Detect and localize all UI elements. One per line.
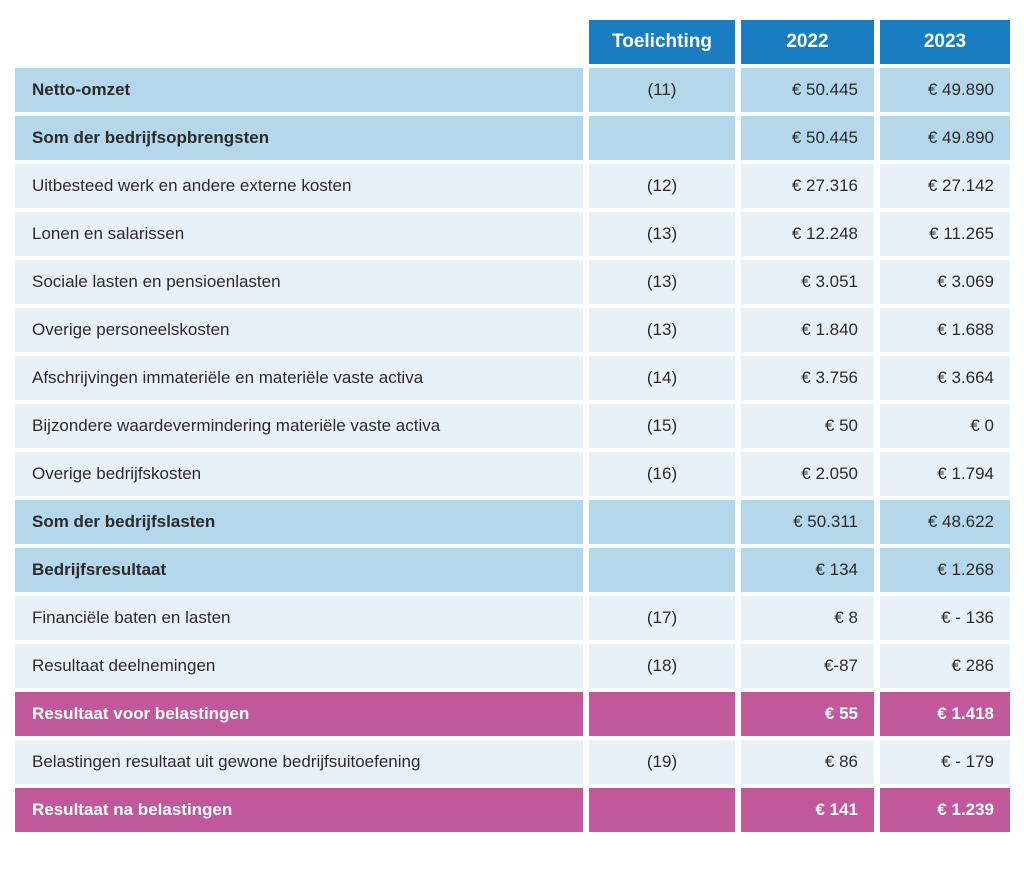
toelichting-cell xyxy=(589,500,735,544)
toelichting-cell: (13) xyxy=(589,260,735,304)
value-2022-cell: € 8 xyxy=(741,596,874,640)
value-2023-cell: € 49.890 xyxy=(880,116,1010,160)
row-label: Afschrijvingen immateriële en materiële … xyxy=(15,356,583,400)
value-2023-cell: € 48.622 xyxy=(880,500,1010,544)
row-label: Som der bedrijfsopbrengsten xyxy=(15,116,583,160)
value-2022-cell: € 50.445 xyxy=(741,68,874,112)
toelichting-cell: (15) xyxy=(589,404,735,448)
header-spacer-cell xyxy=(15,20,583,64)
row-label: Bijzondere waardevermindering materiële … xyxy=(15,404,583,448)
toelichting-cell: (13) xyxy=(589,212,735,256)
value-2023-cell: € 1.268 xyxy=(880,548,1010,592)
value-2022-cell: € 1.840 xyxy=(741,308,874,352)
profit-loss-table: Toelichting 2022 2023 Netto-omzet (11) € 5… xyxy=(15,20,1010,832)
column-header-2023: 2023 xyxy=(880,20,1010,64)
row-label: Lonen en salarissen xyxy=(15,212,583,256)
value-2023-cell: € 49.890 xyxy=(880,68,1010,112)
toelichting-cell: (18) xyxy=(589,644,735,688)
value-2022-cell: € 27.316 xyxy=(741,164,874,208)
row-label: Financiële baten en lasten xyxy=(15,596,583,640)
row-label: Bedrijfsresultaat xyxy=(15,548,583,592)
value-2023-cell: € 0 xyxy=(880,404,1010,448)
value-2022-cell: € 141 xyxy=(741,788,874,832)
row-label: Som der bedrijfslasten xyxy=(15,500,583,544)
toelichting-cell: (19) xyxy=(589,740,735,784)
value-2022-cell: € 50 xyxy=(741,404,874,448)
toelichting-cell xyxy=(589,788,735,832)
value-2023-cell: € - 179 xyxy=(880,740,1010,784)
value-2022-cell: € 12.248 xyxy=(741,212,874,256)
value-2023-cell: € 3.664 xyxy=(880,356,1010,400)
row-label: Overige personeelskosten xyxy=(15,308,583,352)
column-header-2022: 2022 xyxy=(741,20,874,64)
row-label: Belastingen resultaat uit gewone bedrijf… xyxy=(15,740,583,784)
row-label: Sociale lasten en pensioenlasten xyxy=(15,260,583,304)
row-label: Resultaat voor belastingen xyxy=(15,692,583,736)
toelichting-cell: (12) xyxy=(589,164,735,208)
toelichting-cell: (14) xyxy=(589,356,735,400)
row-label: Uitbesteed werk en andere externe kosten xyxy=(15,164,583,208)
value-2022-cell: € 50.445 xyxy=(741,116,874,160)
value-2022-cell: € 86 xyxy=(741,740,874,784)
toelichting-cell: (13) xyxy=(589,308,735,352)
value-2022-cell: € 50.311 xyxy=(741,500,874,544)
row-label: Resultaat deelnemingen xyxy=(15,644,583,688)
value-2023-cell: € 27.142 xyxy=(880,164,1010,208)
toelichting-cell: (16) xyxy=(589,452,735,496)
value-2023-cell: € 1.418 xyxy=(880,692,1010,736)
value-2023-cell: € 286 xyxy=(880,644,1010,688)
toelichting-cell xyxy=(589,548,735,592)
value-2023-cell: € 11.265 xyxy=(880,212,1010,256)
value-2022-cell: € 3.756 xyxy=(741,356,874,400)
value-2023-cell: € 1.794 xyxy=(880,452,1010,496)
value-2022-cell: € 134 xyxy=(741,548,874,592)
value-2022-cell: € 3.051 xyxy=(741,260,874,304)
row-label: Netto-omzet xyxy=(15,68,583,112)
toelichting-cell: (11) xyxy=(589,68,735,112)
column-header-toelichting: Toelichting xyxy=(589,20,735,64)
value-2022-cell: € 55 xyxy=(741,692,874,736)
value-2022-cell: €-87 xyxy=(741,644,874,688)
value-2023-cell: € 3.069 xyxy=(880,260,1010,304)
row-label: Resultaat na belastingen xyxy=(15,788,583,832)
toelichting-cell: (17) xyxy=(589,596,735,640)
value-2022-cell: € 2.050 xyxy=(741,452,874,496)
toelichting-cell xyxy=(589,116,735,160)
value-2023-cell: € 1.239 xyxy=(880,788,1010,832)
value-2023-cell: € - 136 xyxy=(880,596,1010,640)
toelichting-cell xyxy=(589,692,735,736)
value-2023-cell: € 1.688 xyxy=(880,308,1010,352)
row-label: Overige bedrijfskosten xyxy=(15,452,583,496)
